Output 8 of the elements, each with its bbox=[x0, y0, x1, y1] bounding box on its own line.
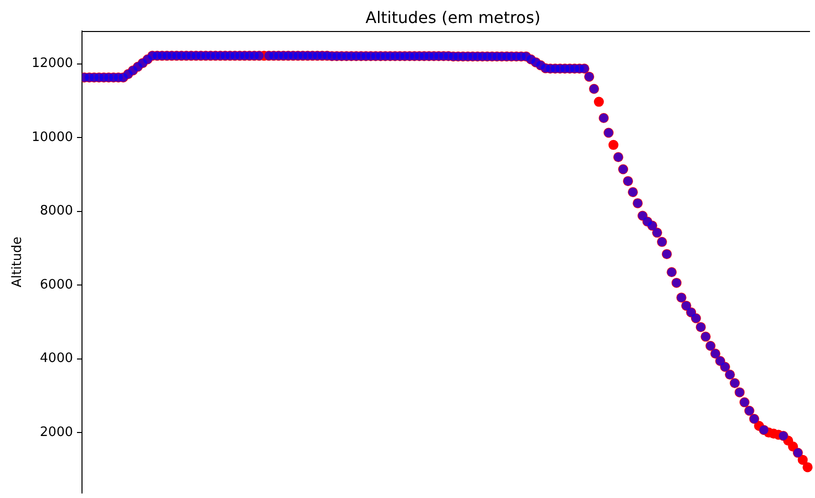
y-tick-label: 4000 bbox=[40, 351, 73, 366]
y-tick-label: 10000 bbox=[32, 130, 73, 145]
y-tick-label: 6000 bbox=[40, 277, 73, 292]
y-axis-title: Altitude bbox=[10, 236, 26, 288]
chart-title: Altitudes (em metros) bbox=[366, 8, 540, 27]
y-tick-label: 2000 bbox=[40, 424, 73, 440]
y-tick-label: 12000 bbox=[32, 56, 73, 72]
y-tick-label: 8000 bbox=[40, 204, 73, 219]
